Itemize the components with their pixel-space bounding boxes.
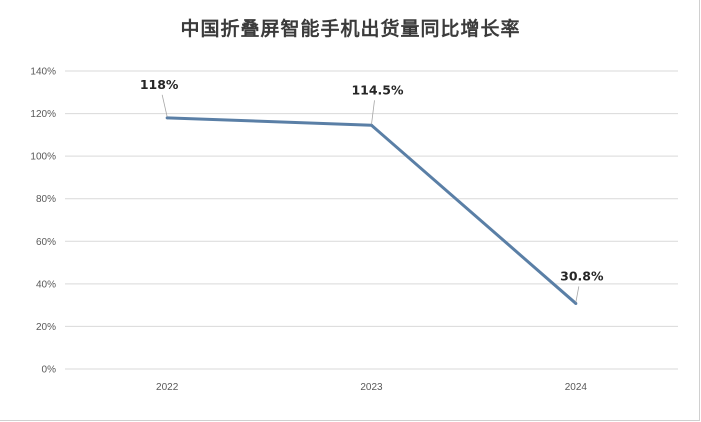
gridlines (65, 70, 678, 370)
x-axis: 2022 2023 2024 (156, 382, 587, 393)
leader-line (575, 286, 580, 303)
series-line-path (167, 116, 577, 305)
data-label: 118% (140, 77, 179, 92)
y-tick-label: 80% (36, 194, 56, 205)
data-label: 114.5% (351, 82, 404, 97)
y-tick-label: 20% (36, 322, 56, 333)
leader-line (371, 100, 375, 125)
y-tick-label: 140% (30, 67, 56, 78)
y-axis: 0% 20% 40% 60% 80% 100% 120% 140% (30, 67, 56, 376)
x-tick-label: 2024 (565, 382, 588, 393)
y-tick-label: 40% (36, 279, 56, 290)
y-tick-label: 100% (30, 152, 56, 163)
y-tick-label: 120% (30, 109, 56, 120)
series-line (165, 116, 578, 305)
data-labels: 118% 114.5% 30.8% (140, 77, 604, 303)
x-tick-label: 2023 (360, 382, 383, 393)
y-tick-label: 0% (42, 365, 57, 376)
leader-line (161, 94, 168, 117)
data-point (165, 116, 169, 120)
y-tick-label: 60% (36, 237, 56, 248)
data-label: 30.8% (560, 268, 604, 283)
data-point (370, 123, 373, 127)
chart-title: 中国折叠屏智能手机出货量同比增长率 (180, 18, 521, 40)
x-tick-label: 2022 (156, 382, 179, 393)
data-point (574, 301, 578, 305)
